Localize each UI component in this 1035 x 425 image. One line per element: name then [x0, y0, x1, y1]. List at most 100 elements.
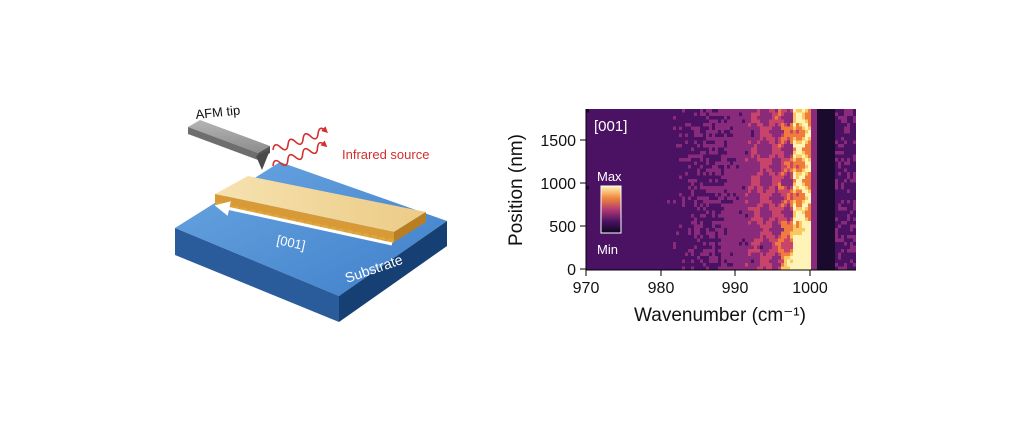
- heatmap-cell: [721, 144, 725, 148]
- heatmap-cell: [721, 231, 725, 236]
- heatmap-cell: [691, 259, 695, 264]
- heatmap-cell: [766, 144, 770, 148]
- heatmap-cell: [718, 249, 722, 253]
- heatmap-cell: [724, 235, 728, 239]
- heatmap-cell: [673, 158, 677, 162]
- heatmap-cell: [721, 249, 725, 253]
- heatmap-cell: [805, 151, 809, 155]
- heatmap-cell: [724, 217, 728, 222]
- heatmap-cell: [595, 245, 599, 250]
- heatmap-cell: [760, 214, 764, 218]
- heatmap-cell: [781, 235, 785, 239]
- heatmap-cell: [706, 147, 710, 152]
- heatmap-cell: [847, 186, 851, 190]
- heatmap-cell: [694, 228, 698, 232]
- heatmap-cell: [703, 193, 707, 197]
- heatmap-cell: [751, 137, 755, 141]
- heatmap-cell: [598, 172, 602, 176]
- heatmap-cell: [730, 242, 734, 246]
- heatmap-cell: [601, 263, 605, 267]
- heatmap-cell: [589, 165, 593, 169]
- heatmap-cell: [844, 182, 848, 187]
- heatmap-cell: [733, 175, 737, 180]
- heatmap-cell: [736, 165, 740, 169]
- heatmap-cell: [820, 179, 824, 183]
- heatmap-cell: [694, 196, 698, 201]
- heatmap-cell: [694, 189, 698, 194]
- heatmap-cell: [604, 242, 608, 246]
- heatmap-cell: [637, 235, 641, 239]
- heatmap-cell: [736, 154, 740, 159]
- heatmap-cell: [640, 224, 644, 229]
- heatmap-cell: [643, 210, 647, 215]
- heatmap-cell: [721, 217, 725, 222]
- heatmap-cell: [745, 116, 749, 120]
- heatmap-cell: [748, 217, 752, 222]
- heatmap-cell: [760, 196, 764, 201]
- heatmap-cell: [766, 116, 770, 120]
- heatmap-cell: [811, 203, 815, 208]
- heatmap-cell: [697, 133, 701, 138]
- heatmap-cell: [733, 172, 737, 176]
- heatmap-cell: [715, 130, 719, 134]
- heatmap-cell: [799, 249, 803, 253]
- heatmap-cell: [781, 165, 785, 169]
- heatmap-cell: [769, 109, 773, 113]
- heatmap-cell: [772, 151, 776, 155]
- heatmap-cell: [733, 207, 737, 211]
- heatmap-cell: [778, 186, 782, 190]
- heatmap-cell: [736, 266, 740, 270]
- heatmap-cell: [808, 154, 812, 159]
- heatmap-cell: [790, 224, 794, 229]
- heatmap-cell: [643, 186, 647, 190]
- heatmap-cell: [631, 252, 635, 257]
- heatmap-cell: [700, 147, 704, 152]
- heatmap-cell: [595, 158, 599, 162]
- heatmap-cell: [625, 196, 629, 201]
- heatmap-cell: [844, 207, 848, 211]
- heatmap-cell: [811, 172, 815, 176]
- heatmap-cell: [718, 126, 722, 131]
- heatmap-cell: [790, 228, 794, 232]
- heatmap-cell: [637, 158, 641, 162]
- heatmap-cell: [832, 179, 836, 183]
- heatmap-cell: [730, 119, 734, 124]
- heatmap-cell: [727, 137, 731, 141]
- heatmap-cell: [799, 256, 803, 260]
- heatmap-cell: [640, 109, 644, 113]
- heatmap-cell: [784, 207, 788, 211]
- heatmap-cell: [784, 147, 788, 152]
- heatmap-cell: [640, 221, 644, 225]
- heatmap-cell: [607, 144, 611, 148]
- heatmap-cell: [781, 221, 785, 225]
- heatmap-cell: [655, 228, 659, 232]
- heatmap-cell: [649, 158, 653, 162]
- heatmap-cell: [598, 259, 602, 264]
- y-tick-label: 1000: [540, 176, 576, 193]
- heatmap-cell: [790, 126, 794, 131]
- heatmap-cell: [853, 182, 856, 187]
- heatmap-cell: [781, 112, 785, 117]
- heatmap-cell: [658, 266, 662, 270]
- heatmap-cell: [772, 109, 776, 113]
- heatmap-cell: [733, 137, 737, 141]
- heatmap-cell: [736, 175, 740, 180]
- heatmap-cell: [847, 119, 851, 124]
- heatmap-cell: [835, 140, 839, 145]
- heatmap-cell: [586, 238, 590, 243]
- heatmap-cell: [700, 189, 704, 194]
- heatmap-cell: [697, 221, 701, 225]
- heatmap-cell: [715, 210, 719, 215]
- heatmap-cell: [745, 252, 749, 257]
- heatmap-cell: [796, 217, 800, 222]
- heatmap-cell: [754, 109, 758, 113]
- heatmap-cell: [763, 238, 767, 243]
- heatmap-cell: [646, 207, 650, 211]
- heatmap-cell: [655, 217, 659, 222]
- heatmap-cell: [640, 151, 644, 155]
- heatmap-cell: [841, 140, 845, 145]
- heatmap-cell: [595, 203, 599, 208]
- heatmap-cell: [661, 214, 665, 218]
- heatmap-cell: [745, 137, 749, 141]
- heatmap-cell: [688, 140, 692, 145]
